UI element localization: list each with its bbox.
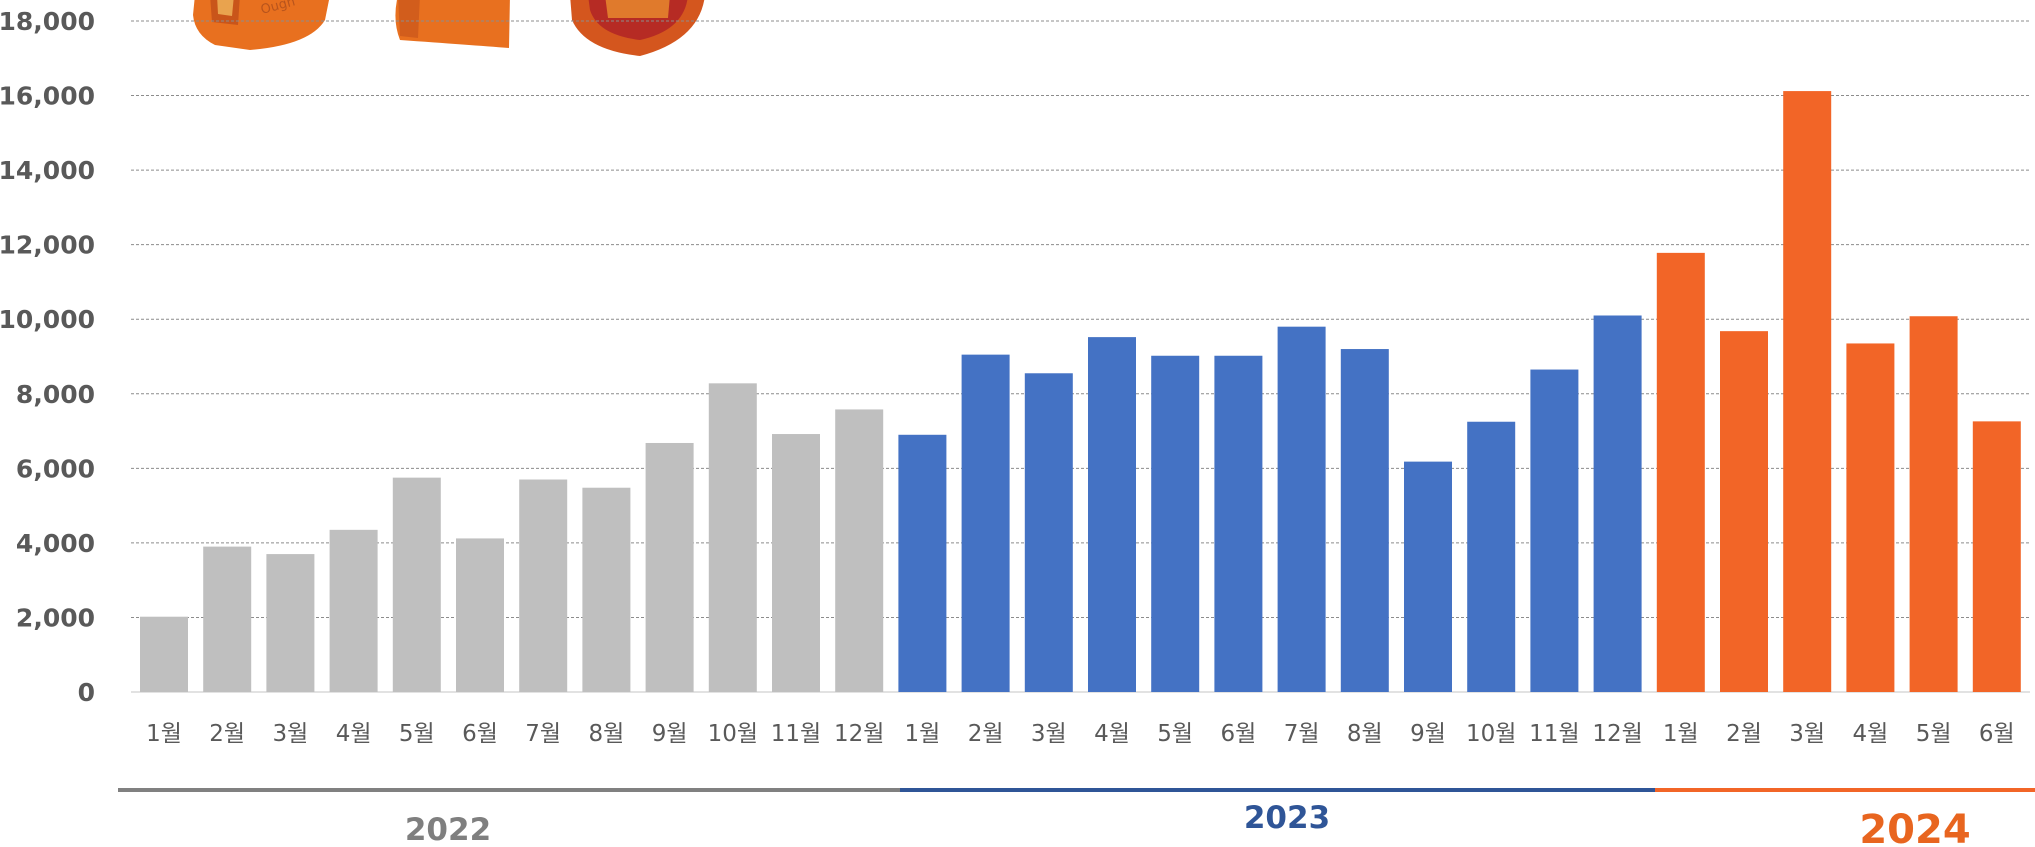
x-tick-label: 4월 — [336, 721, 372, 747]
y-tick-label: 4,000 — [16, 529, 95, 558]
x-tick-label: 9월 — [1410, 721, 1446, 747]
x-tick-label: 7월 — [525, 721, 561, 747]
product-image-middle — [395, 0, 510, 48]
bar-2023-8 — [1340, 349, 1389, 692]
bar-2023-3 — [1024, 373, 1073, 692]
bar-2023-10 — [1467, 421, 1516, 692]
x-tick-label: 12월 — [1592, 721, 1642, 747]
x-tick-label: 6월 — [1979, 721, 2015, 747]
bar-2023-4 — [1088, 337, 1136, 692]
bar-2024-2 — [1720, 331, 1768, 692]
bar-2022-4 — [329, 529, 378, 692]
bar-2022-5 — [392, 477, 441, 692]
bar-2022-6 — [456, 538, 504, 692]
x-tick-label: 6월 — [462, 721, 498, 747]
bar-2024-4 — [1846, 343, 1895, 692]
bar-2022-12 — [835, 409, 884, 692]
gridlines — [131, 20, 2030, 693]
x-tick-label: 5월 — [1916, 721, 1952, 747]
y-tick-label: 12,000 — [0, 231, 95, 260]
bar-2023-6 — [1214, 355, 1263, 692]
bar-2024-1 — [1656, 252, 1705, 692]
bar-2023-7 — [1277, 326, 1326, 692]
x-tick-label: 5월 — [1157, 721, 1193, 747]
x-tick-label: 1월 — [905, 721, 941, 747]
bar-2023-12 — [1593, 315, 1642, 692]
y-tick-label: 14,000 — [0, 156, 95, 185]
bar-2022-1 — [140, 616, 188, 692]
y-tick-label: 2,000 — [16, 603, 95, 632]
x-tick-label: 4월 — [1094, 721, 1130, 747]
x-axis-ticks: 1월 2월 3월 4월 5월 6월 7월 8월 9월 10월 11월 12월 1월 2월 3월 4월 5월 6월 7… — [146, 721, 2015, 747]
bar-2022-10 — [708, 383, 757, 692]
x-tick-label: 3월 — [1789, 721, 1825, 747]
bar-2024-5 — [1909, 316, 1958, 692]
bar-2022-3 — [266, 554, 315, 692]
x-tick-label: 3월 — [1031, 721, 1067, 747]
x-tick-label: 12월 — [834, 721, 884, 747]
x-tick-label: 10월 — [1466, 721, 1516, 747]
x-tick-label: 10월 — [708, 721, 758, 747]
x-tick-label: 6월 — [1221, 721, 1257, 747]
bar-2024-3 — [1783, 91, 1832, 693]
x-tick-label: 11월 — [771, 721, 821, 747]
x-tick-label: 5월 — [399, 721, 435, 747]
bar-2023-2 — [961, 354, 1010, 692]
x-tick-label: 11월 — [1529, 721, 1579, 747]
year-label-2024: 2024 — [1859, 807, 1970, 847]
x-tick-label: 8월 — [1347, 721, 1383, 747]
y-tick-label: 10,000 — [0, 305, 95, 334]
bar-2023-1 — [898, 434, 947, 692]
bar-2022-9 — [645, 442, 694, 692]
bars — [140, 91, 2021, 693]
x-tick-label: 9월 — [652, 721, 688, 747]
x-tick-label: 2월 — [968, 721, 1004, 747]
y-axis-ticks: 0 2,000 4,000 6,000 8,000 10,000 12,000 14,000 1… — [0, 7, 95, 707]
year-groups: 2022 2023 2024 — [118, 788, 2035, 847]
bar-2022-2 — [203, 546, 252, 692]
bar-2022-8 — [582, 487, 631, 692]
product-image-left: Ough — [193, 0, 329, 50]
bar-2022-7 — [519, 479, 568, 692]
bar-2023-5 — [1151, 355, 1200, 692]
x-tick-label: 3월 — [273, 721, 309, 747]
bar-2024-6 — [1972, 421, 2021, 692]
product-images: Ough — [193, 0, 705, 56]
y-tick-label: 0 — [78, 678, 95, 707]
product-image-right — [570, 0, 705, 56]
x-tick-label: 1월 — [146, 721, 182, 747]
y-tick-label: 18,000 — [0, 7, 95, 36]
y-tick-label: 6,000 — [16, 454, 95, 483]
x-tick-label: 4월 — [1853, 721, 1889, 747]
y-tick-label: 16,000 — [0, 82, 95, 111]
x-tick-label: 8월 — [589, 721, 625, 747]
x-tick-label: 1월 — [1663, 721, 1699, 747]
y-tick-label: 8,000 — [16, 380, 95, 409]
bar-2022-11 — [772, 434, 820, 692]
x-tick-label: 2월 — [209, 721, 245, 747]
year-label-2022: 2022 — [405, 812, 491, 847]
bar-2023-11 — [1530, 369, 1579, 692]
x-tick-label: 2월 — [1726, 721, 1762, 747]
x-tick-label: 7월 — [1284, 721, 1320, 747]
bar-2023-9 — [1404, 461, 1452, 692]
year-label-2023: 2023 — [1244, 800, 1330, 836]
